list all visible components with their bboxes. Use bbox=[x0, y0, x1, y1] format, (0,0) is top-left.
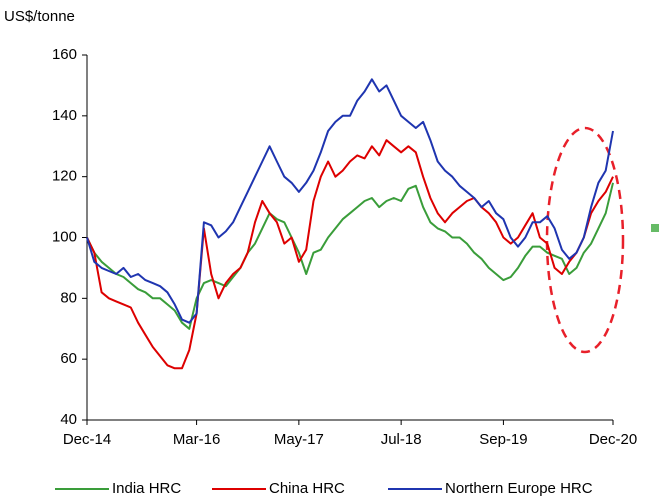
y-tick-label: 140 bbox=[52, 107, 77, 124]
y-tick-label: 40 bbox=[60, 411, 77, 428]
y-tick-label: 100 bbox=[52, 228, 77, 245]
y-axis-label: US$/tonne bbox=[4, 8, 75, 25]
y-tick-label: 80 bbox=[60, 289, 77, 306]
line-series bbox=[86, 139, 614, 370]
line-series bbox=[86, 78, 614, 324]
y-tick-label: 160 bbox=[52, 46, 77, 63]
x-tick-label: Jul-18 bbox=[381, 431, 422, 448]
x-tick-label: May-17 bbox=[274, 431, 324, 448]
x-tick-label: Sep-19 bbox=[479, 431, 527, 448]
marker bbox=[651, 224, 659, 232]
x-tick-label: Dec-20 bbox=[589, 431, 637, 448]
legend-label: India HRC bbox=[112, 480, 181, 497]
y-tick-label: 120 bbox=[52, 168, 77, 185]
x-tick-label: Mar-16 bbox=[173, 431, 221, 448]
line-series bbox=[86, 182, 614, 330]
legend-label: Northern Europe HRC bbox=[445, 480, 593, 497]
x-tick-label: Dec-14 bbox=[63, 431, 111, 448]
legend-label: China HRC bbox=[269, 480, 345, 497]
highlight-ellipse bbox=[545, 126, 625, 354]
y-tick-label: 60 bbox=[60, 350, 77, 367]
